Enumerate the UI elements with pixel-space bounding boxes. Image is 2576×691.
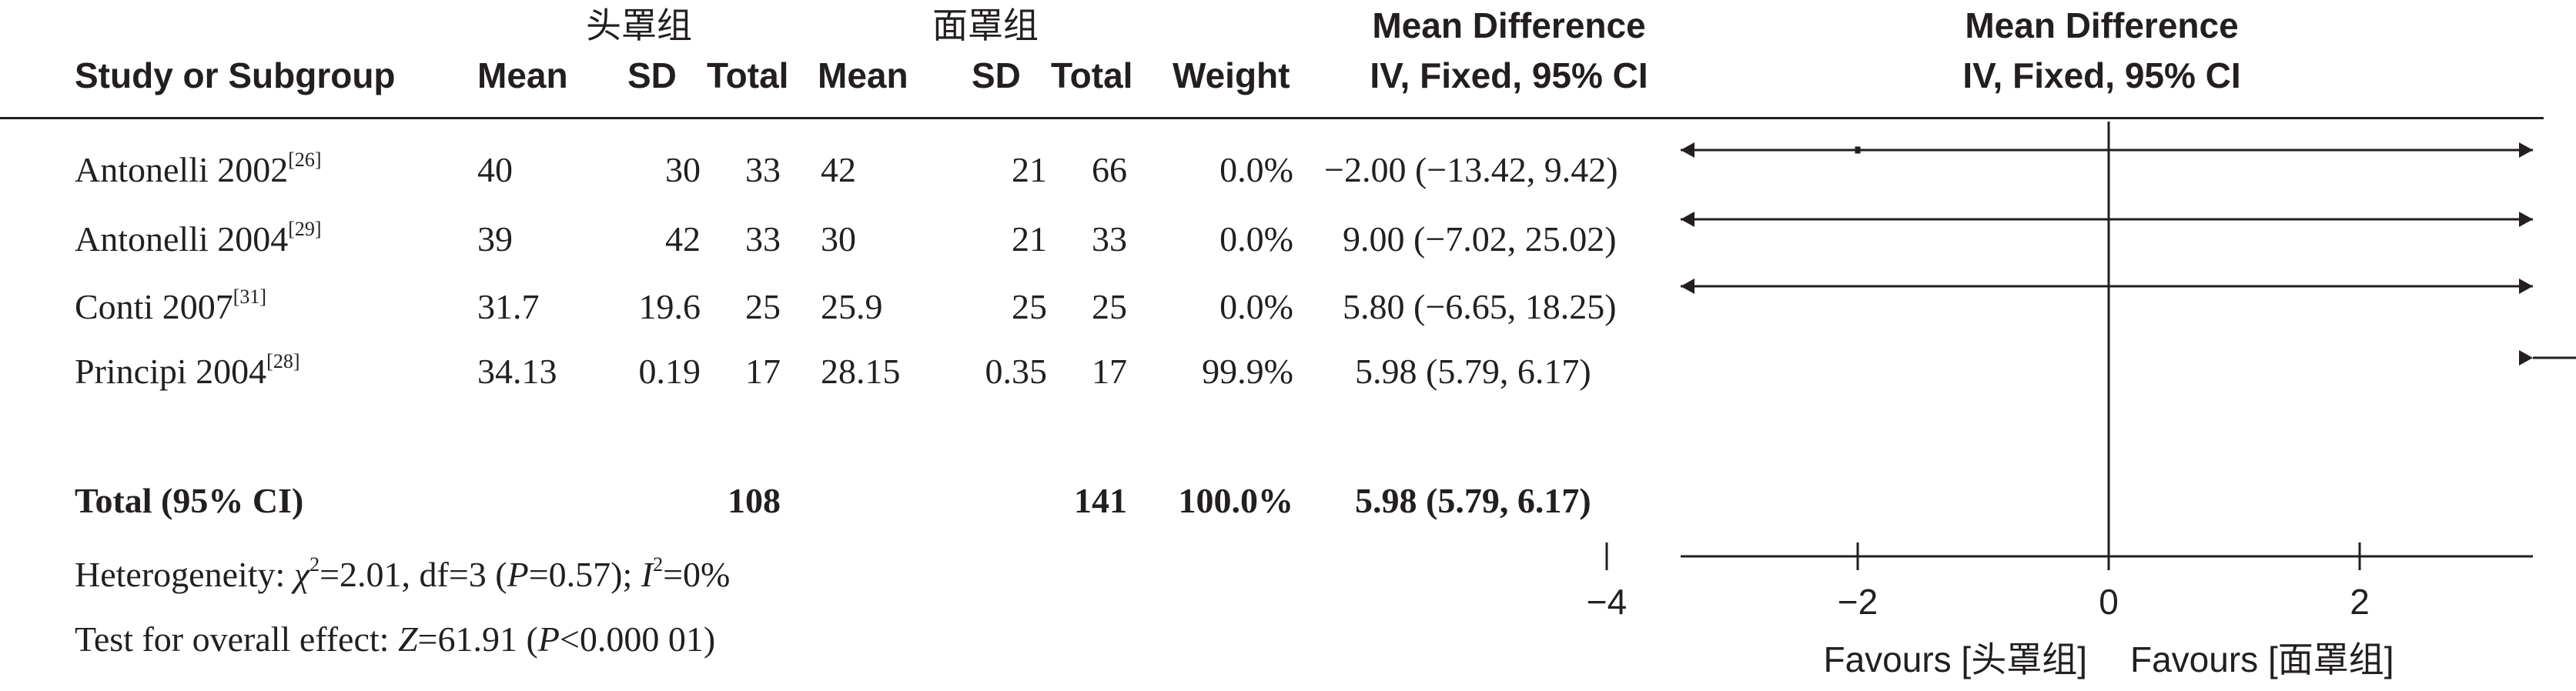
plot-method-header: IV, Fixed, 95% CI (1962, 55, 2241, 95)
mean2-column-header: Mean (818, 55, 908, 95)
weight-cell: 99.9% (1202, 352, 1293, 391)
total2-cell: 33 (1092, 219, 1127, 259)
mean2-cell: 30 (821, 219, 856, 259)
ci-arrow-left (1681, 142, 1694, 158)
group1-header: 头罩组 (586, 5, 692, 46)
x-tick-label: 2 (2350, 582, 2370, 622)
favours-left-label: Favours [头罩组] (1823, 639, 2087, 679)
sd2-cell: 25 (1012, 287, 1047, 326)
total1-sum: 108 (728, 481, 781, 520)
sd2-cell: 0.35 (985, 352, 1048, 391)
overall-effect-text: Test for overall effect: Z=61.91 (P<0.00… (75, 619, 716, 659)
mean1-column-header: Mean (477, 55, 568, 95)
study-name: Principi 2004[28] (75, 350, 300, 391)
favours-right-label: Favours [面罩组] (2130, 639, 2394, 679)
x-tick-label: −2 (1838, 582, 1878, 622)
study-name: Conti 2007[31] (75, 285, 267, 326)
ci-arrow-right (2519, 279, 2533, 294)
study-column-header: Study or Subgroup (75, 55, 396, 95)
sd1-cell: 0.19 (638, 352, 701, 391)
sd1-cell: 42 (665, 219, 701, 259)
header-rule (0, 117, 2544, 119)
ci-arrow-right (2519, 212, 2533, 227)
weight-column-header: Weight (1173, 55, 1290, 95)
ci-cell: 5.98 (5.79, 6.17) (1355, 352, 1591, 391)
mean1-cell: 40 (477, 150, 513, 189)
ci-arrow-right (2519, 142, 2533, 158)
study-name: Antonelli 2002[26] (75, 149, 322, 189)
ci-arrow-left (1681, 212, 1694, 227)
mean2-cell: 25.9 (821, 287, 883, 326)
weight-cell: 0.0% (1219, 287, 1293, 326)
x-tick-label: 0 (2099, 582, 2119, 622)
study-reference: [26] (288, 149, 322, 171)
md-column-title: Mean Difference (1372, 5, 1646, 45)
total1-cell: 25 (745, 287, 781, 326)
group2-header: 面罩组 (932, 5, 1039, 46)
total-weight: 100.0% (1178, 481, 1294, 520)
sd2-cell: 21 (1012, 150, 1047, 189)
study-reference: [29] (288, 218, 322, 240)
mean1-cell: 34.13 (477, 352, 557, 391)
total-label: Total (95% CI) (75, 481, 304, 520)
md-method-header: IV, Fixed, 95% CI (1370, 55, 1648, 95)
total2-cell: 25 (1092, 287, 1127, 326)
plot-title: Mean Difference (1965, 5, 2239, 45)
ci-arrow-right (2519, 350, 2533, 366)
ci-cell: 9.00 (−7.02, 25.02) (1343, 219, 1617, 259)
study-reference: [31] (233, 285, 267, 308)
total1-cell: 33 (745, 150, 781, 189)
mean2-cell: 42 (821, 150, 856, 189)
mean1-cell: 39 (477, 219, 513, 259)
weight-cell: 0.0% (1219, 219, 1293, 259)
ci-cell: −2.00 (−13.42, 9.42) (1324, 150, 1618, 189)
total1-cell: 33 (745, 219, 781, 259)
x-tick-label: −4 (1587, 582, 1627, 622)
weight-cell: 0.0% (1219, 150, 1293, 189)
mean1-cell: 31.7 (477, 287, 540, 326)
total1-column-header: Total (707, 55, 789, 95)
total2-sum: 141 (1074, 481, 1127, 520)
total2-cell: 66 (1092, 150, 1127, 189)
sd2-cell: 21 (1012, 219, 1047, 259)
sd1-cell: 30 (665, 150, 701, 189)
sd1-cell: 19.6 (638, 287, 701, 326)
heterogeneity-text: Heterogeneity: χ2=2.01, df=3 (P=0.57); I… (75, 553, 731, 594)
point-estimate-square (1855, 146, 1861, 154)
sd2-column-header: SD (972, 55, 1021, 95)
total2-column-header: Total (1051, 55, 1133, 95)
sd1-column-header: SD (627, 55, 677, 95)
ci-arrow-left (1681, 279, 1694, 294)
mean2-cell: 28.15 (821, 352, 901, 391)
ci-cell: 5.80 (−6.65, 18.25) (1343, 287, 1617, 326)
total1-cell: 17 (745, 352, 781, 391)
study-reference: [28] (266, 350, 300, 372)
total2-cell: 17 (1092, 352, 1127, 391)
study-name: Antonelli 2004[29] (75, 218, 322, 259)
total-ci: 5.98 (5.79, 6.17) (1355, 481, 1591, 520)
